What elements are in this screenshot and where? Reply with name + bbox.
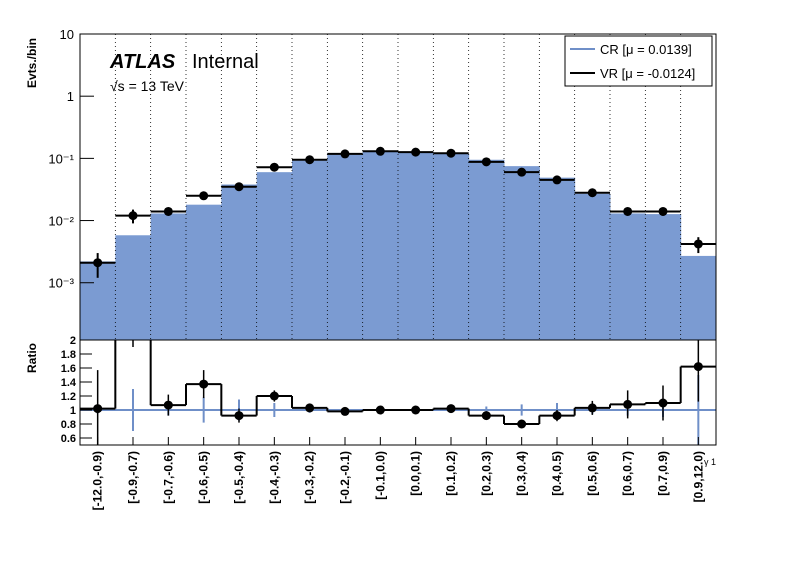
ratio-y-tick-label: 1.2 <box>61 391 76 403</box>
ratio-y-tick-label: 0.8 <box>61 419 76 431</box>
ratio-point <box>375 405 385 415</box>
cr-bar <box>610 213 646 340</box>
ratio-point <box>623 399 633 409</box>
y-tick-label: 1 <box>67 89 74 104</box>
ratio-point <box>517 419 527 429</box>
ratio-point <box>234 411 244 421</box>
vr-point <box>481 157 491 167</box>
vr-point <box>375 146 385 156</box>
x-tick-label: [-0.4,-0.3) <box>267 451 281 504</box>
x-tick-label: [-0.5,-0.4) <box>232 451 246 504</box>
x-tick-label: [-0.1,0.0) <box>373 451 387 500</box>
cr-bar <box>574 193 611 340</box>
ratio-point <box>587 403 597 413</box>
cr-bar <box>645 214 682 340</box>
vr-point <box>587 188 597 198</box>
ratio-plot <box>80 340 716 445</box>
cr-bar <box>186 204 222 340</box>
y-tick-label: 10⁻³ <box>48 276 74 291</box>
x-tick-label: [0.1,0.2) <box>444 451 458 496</box>
ratio-point <box>163 400 173 410</box>
legend-label: CR [μ = 0.0139] <box>600 42 692 57</box>
x-tick-label: [-0.2,-0.1) <box>338 451 352 504</box>
vr-point <box>693 239 703 249</box>
x-tick-label: [0.4,0.5) <box>550 451 564 496</box>
y-tick-label: 10⁻² <box>48 214 74 229</box>
vr-point <box>199 191 209 201</box>
cr-bar <box>327 153 364 340</box>
cr-bar <box>433 153 470 340</box>
ratio-y-tick-label: 1.6 <box>61 363 76 375</box>
vr-point <box>234 182 244 192</box>
x-tick-label: [0.5,0.6) <box>585 451 599 496</box>
cr-bar <box>221 184 258 340</box>
ratio-point <box>269 391 279 401</box>
upper-plot <box>80 34 716 340</box>
ratio-point <box>552 411 562 421</box>
atlas-label: ATLAS <box>109 51 176 73</box>
ratio-axis-label: Ratio <box>25 343 39 373</box>
x-tick-label: [-0.6,-0.5) <box>197 451 211 504</box>
vr-point <box>623 206 633 216</box>
vr-point <box>340 149 350 159</box>
x-tick-label: [-0.3,-0.2) <box>303 451 317 504</box>
vr-point <box>411 147 421 157</box>
vr-point <box>446 148 456 158</box>
vr-point <box>128 211 138 221</box>
ratio-y-tick-label: 1.4 <box>61 377 77 389</box>
ratio-point <box>93 404 103 414</box>
cr-bar <box>292 160 328 340</box>
cr-bar <box>539 177 576 340</box>
cr-bar <box>680 255 716 340</box>
ratio-point <box>446 404 456 414</box>
cr-bar <box>256 172 293 340</box>
legend-label: VR [μ = -0.0124] <box>600 66 695 81</box>
x-tick-label: [0.7,0.9) <box>656 451 670 496</box>
ratio-point <box>340 406 350 416</box>
ratio-point <box>658 398 668 408</box>
y-tick-label: 10⁻¹ <box>48 151 74 166</box>
vr-point <box>93 258 103 268</box>
vr-point <box>163 206 173 216</box>
y-axis-label: Evts./bin <box>25 38 39 88</box>
x-tick-label: [0.6,0.7) <box>621 451 635 496</box>
ratio-y-tick-label: 0.6 <box>61 433 76 445</box>
energy-label: √s = 13 TeV <box>110 78 185 94</box>
ratio-point <box>199 379 209 389</box>
ratio-point <box>481 411 491 421</box>
atlas-status: Internal <box>192 51 259 73</box>
ratio-y-tick-label: 1 <box>70 405 76 417</box>
vr-point <box>305 155 315 165</box>
cr-bar <box>504 166 540 340</box>
x-tick-label: [0.3,0.4) <box>515 451 529 496</box>
x-tick-label: [-0.7,-0.6) <box>161 451 175 504</box>
ratio-point <box>693 362 703 372</box>
ratio-y-tick-label: 2 <box>70 335 76 347</box>
vr-point <box>269 162 279 172</box>
x-axis-label: γ 1 <box>704 457 716 467</box>
cr-bar <box>150 213 187 340</box>
ratio-y-tick-label: 1.8 <box>61 349 76 361</box>
vr-point <box>552 175 562 185</box>
x-tick-label: [0.9,12.0) <box>691 451 705 502</box>
cr-bar <box>115 235 152 340</box>
vr-point <box>658 206 668 216</box>
y-tick-label: 10 <box>60 27 74 42</box>
ratio-point <box>305 403 315 413</box>
legend-box <box>564 35 713 87</box>
x-tick-label: [0.0,0.1) <box>409 451 423 496</box>
vr-point <box>517 167 527 177</box>
cr-bar <box>362 151 399 340</box>
x-tick-label: [-12.0,-0.9) <box>91 451 105 510</box>
ratio-frame <box>79 339 717 446</box>
x-tick-label: [-0.9,-0.7) <box>126 451 140 504</box>
x-tick-label: [0.2,0.3) <box>479 451 493 496</box>
cr-bar <box>468 159 505 340</box>
cr-bar <box>398 152 434 340</box>
ratio-point <box>411 405 421 415</box>
